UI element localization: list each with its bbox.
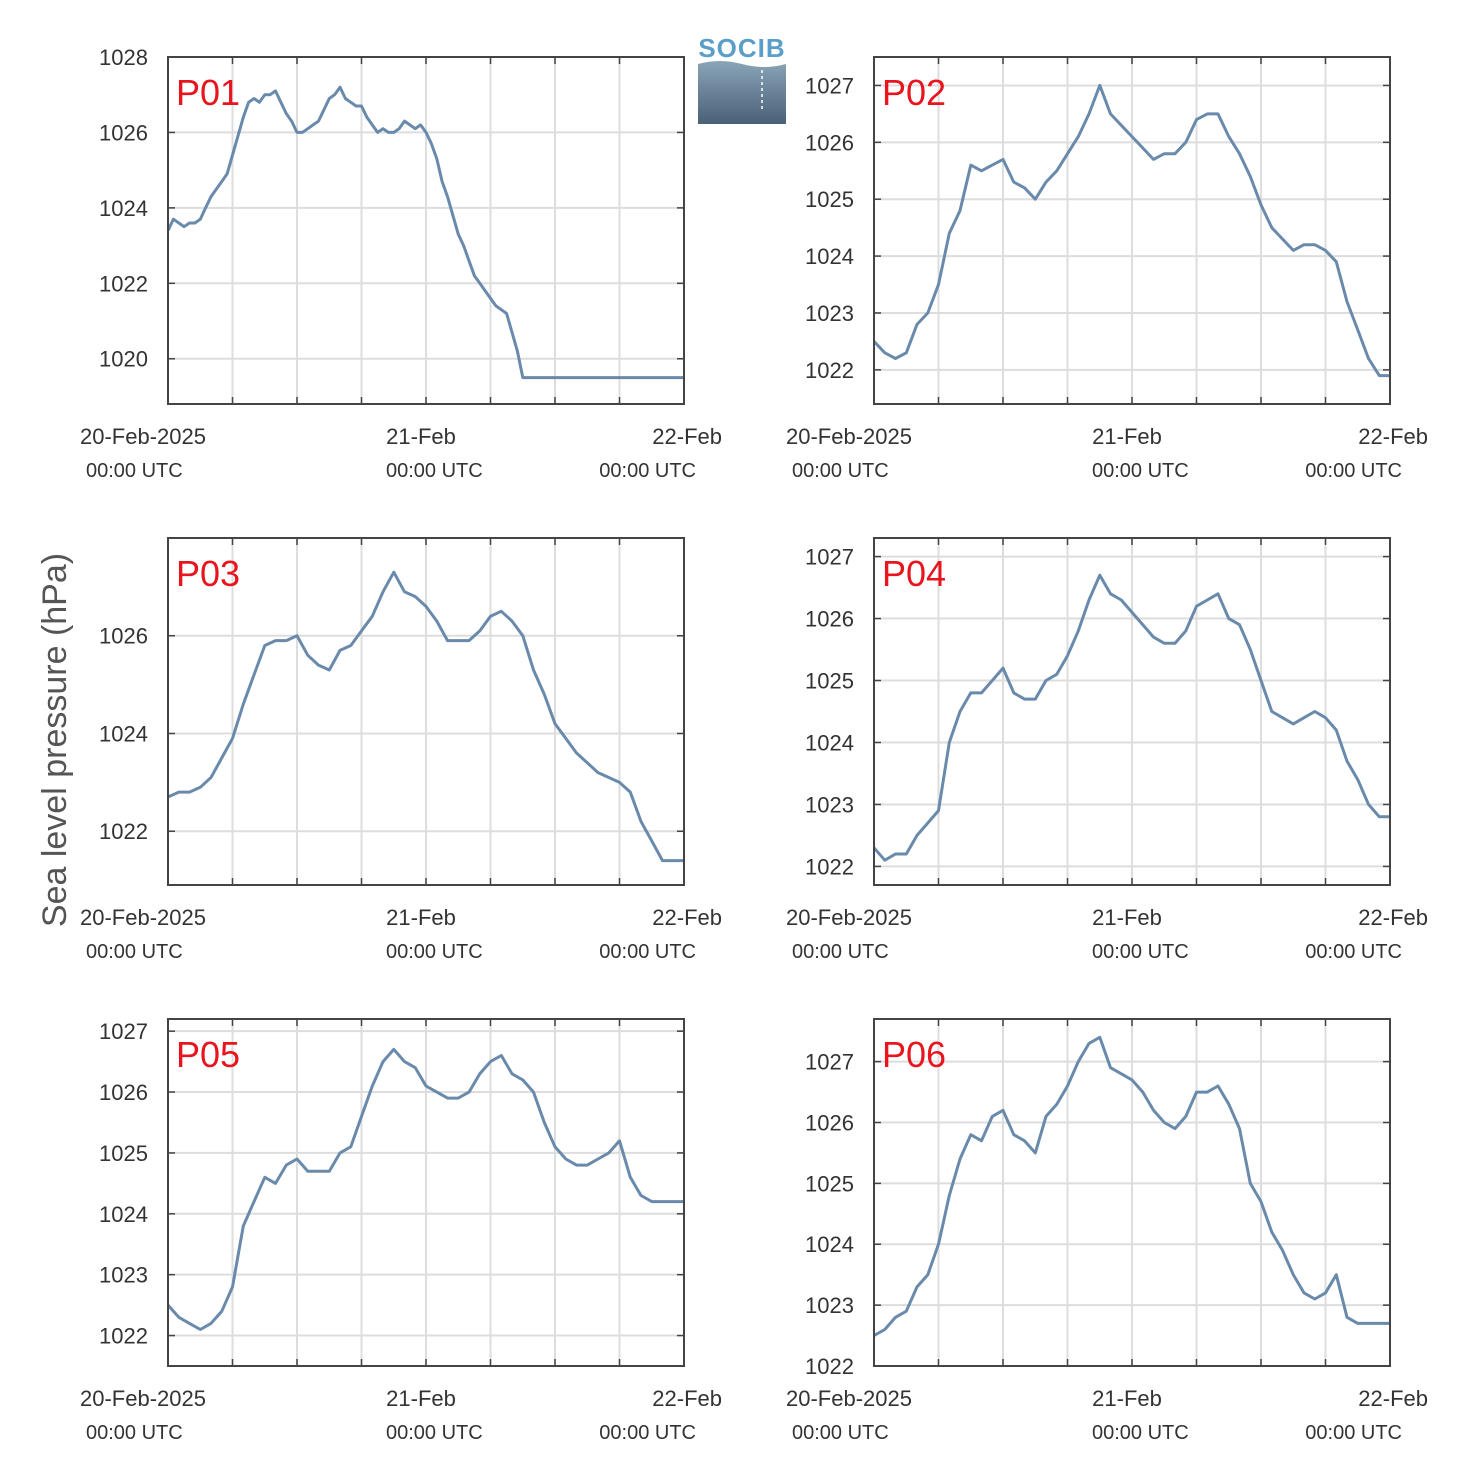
- y-tick-label: 1024: [99, 1202, 148, 1227]
- x-tick-sublabel: 00:00 UTC: [86, 941, 183, 963]
- y-tick-label: 1026: [805, 607, 854, 632]
- x-tick-sublabel: 00:00 UTC: [1305, 941, 1402, 963]
- y-tick-label: 1022: [99, 819, 148, 844]
- socib-logo: SOCIB: [698, 33, 786, 124]
- panel-p02: 1022 1023 1024 1025 1026 1027 P02 20-Feb-2025 00…: [786, 56, 1428, 482]
- x-tick-label: 21-Feb: [1092, 905, 1162, 930]
- x-tick-label: 20-Feb-2025: [80, 1386, 206, 1411]
- panel-title: P04: [882, 553, 946, 594]
- x-tick-sublabel: 00:00 UTC: [792, 460, 889, 482]
- panel-title: P02: [882, 72, 946, 113]
- x-tick-label: 21-Feb: [1092, 424, 1162, 449]
- panel-p03: 1022 1024 1026 P03 20-Feb-2025 00:00 UTC 21-Fe…: [80, 537, 722, 963]
- x-tick-label: 21-Feb: [1092, 1386, 1162, 1411]
- y-tick-label: 1027: [805, 1050, 854, 1075]
- x-tick-sublabel: 00:00 UTC: [386, 1422, 483, 1444]
- plot-frame: [873, 1018, 1391, 1367]
- y-tick-label: 1022: [805, 854, 854, 879]
- panels-container: 1020 1022 1024 1026 1028 P01 20-Feb-2025 00:00 …: [80, 45, 1428, 1444]
- x-tick-sublabel: 00:00 UTC: [792, 1422, 889, 1444]
- y-tick-label: 1023: [805, 301, 854, 326]
- plot-frame: [873, 537, 1391, 886]
- y-tick-label: 1026: [99, 624, 148, 649]
- x-tick-label: 22-Feb: [652, 905, 722, 930]
- x-tick-sublabel: 00:00 UTC: [1305, 1422, 1402, 1444]
- y-tick-label: 1027: [99, 1019, 148, 1044]
- x-tick-label: 20-Feb-2025: [80, 424, 206, 449]
- y-tick-label: 1024: [805, 244, 854, 269]
- pressure-series-line: [872, 83, 1390, 378]
- x-tick-label: 20-Feb-2025: [786, 424, 912, 449]
- x-tick-label: 20-Feb-2025: [786, 1386, 912, 1411]
- y-tick-label: 1026: [805, 130, 854, 155]
- y-tick-label: 1023: [99, 1263, 148, 1288]
- x-tick-sublabel: 00:00 UTC: [386, 460, 483, 482]
- y-tick-label: 1025: [805, 187, 854, 212]
- x-tick-label: 22-Feb: [1358, 424, 1428, 449]
- x-tick-sublabel: 00:00 UTC: [792, 941, 889, 963]
- panel-title: P05: [176, 1034, 240, 1075]
- panel-p01: 1020 1022 1024 1026 1028 P01 20-Feb-2025 00:00 …: [80, 45, 722, 482]
- plot-frame: [167, 1018, 685, 1367]
- y-tick-label: 1026: [805, 1110, 854, 1135]
- panel-title: P03: [176, 553, 240, 594]
- y-tick-label: 1022: [805, 1354, 854, 1379]
- x-tick-label: 20-Feb-2025: [786, 905, 912, 930]
- x-tick-label: 21-Feb: [386, 424, 456, 449]
- socib-logo-mark: [698, 61, 786, 124]
- pressure-series-line: [167, 570, 684, 863]
- x-tick-label: 22-Feb: [652, 1386, 722, 1411]
- y-tick-label: 1026: [99, 120, 148, 145]
- y-tick-label: 1020: [99, 347, 148, 372]
- plot-frame: [167, 56, 685, 405]
- panel-title: P06: [882, 1034, 946, 1075]
- pressure-series-line: [872, 573, 1390, 862]
- y-tick-label: 1022: [805, 358, 854, 383]
- x-tick-sublabel: 00:00 UTC: [1092, 460, 1189, 482]
- y-tick-label: 1023: [805, 792, 854, 817]
- x-tick-sublabel: 00:00 UTC: [1305, 460, 1402, 482]
- panel-p04: 1022 1023 1024 1025 1026 1027 P04 20-Feb-2025 00…: [786, 537, 1428, 963]
- x-tick-sublabel: 00:00 UTC: [1092, 1422, 1189, 1444]
- y-tick-label: 1024: [805, 1232, 854, 1257]
- socib-logo-text: SOCIB: [698, 33, 785, 63]
- panel-p06: 1022 1023 1024 1025 1026 1027 P06 20-Feb-2025 00…: [786, 1018, 1428, 1444]
- panel-title: P01: [176, 72, 240, 113]
- x-tick-sublabel: 00:00 UTC: [386, 941, 483, 963]
- plot-frame: [873, 56, 1391, 405]
- x-tick-label: 21-Feb: [386, 1386, 456, 1411]
- x-tick-sublabel: 00:00 UTC: [86, 460, 183, 482]
- y-tick-label: 1024: [99, 196, 148, 221]
- pressure-series-line: [166, 85, 684, 380]
- x-tick-label: 21-Feb: [386, 905, 456, 930]
- pressure-series-line: [166, 1047, 684, 1331]
- x-tick-label: 22-Feb: [652, 424, 722, 449]
- plot-frame: [167, 537, 685, 886]
- x-tick-label: 22-Feb: [1358, 905, 1428, 930]
- y-tick-label: 1023: [805, 1293, 854, 1318]
- x-tick-label: 22-Feb: [1358, 1386, 1428, 1411]
- y-tick-label: 1022: [99, 271, 148, 296]
- y-axis-label: Sea level pressure (hPa): [36, 553, 74, 927]
- x-tick-label: 20-Feb-2025: [80, 905, 206, 930]
- y-tick-label: 1022: [99, 1324, 148, 1349]
- pressure-series-line: [873, 1035, 1390, 1337]
- y-tick-label: 1025: [805, 1171, 854, 1196]
- y-tick-label: 1024: [805, 730, 854, 755]
- x-tick-sublabel: 00:00 UTC: [599, 1422, 696, 1444]
- y-tick-label: 1027: [805, 73, 854, 98]
- y-tick-label: 1025: [99, 1141, 148, 1166]
- x-tick-sublabel: 00:00 UTC: [599, 941, 696, 963]
- y-tick-label: 1028: [99, 45, 148, 70]
- y-tick-label: 1026: [99, 1080, 148, 1105]
- x-tick-sublabel: 00:00 UTC: [86, 1422, 183, 1444]
- y-tick-label: 1024: [99, 721, 148, 746]
- x-tick-sublabel: 00:00 UTC: [599, 460, 696, 482]
- x-tick-sublabel: 00:00 UTC: [1092, 941, 1189, 963]
- panel-p05: 1022 1023 1024 1025 1026 1027 P05 20-Feb-2025 00…: [80, 1018, 722, 1444]
- y-tick-label: 1027: [805, 545, 854, 570]
- y-tick-label: 1025: [805, 669, 854, 694]
